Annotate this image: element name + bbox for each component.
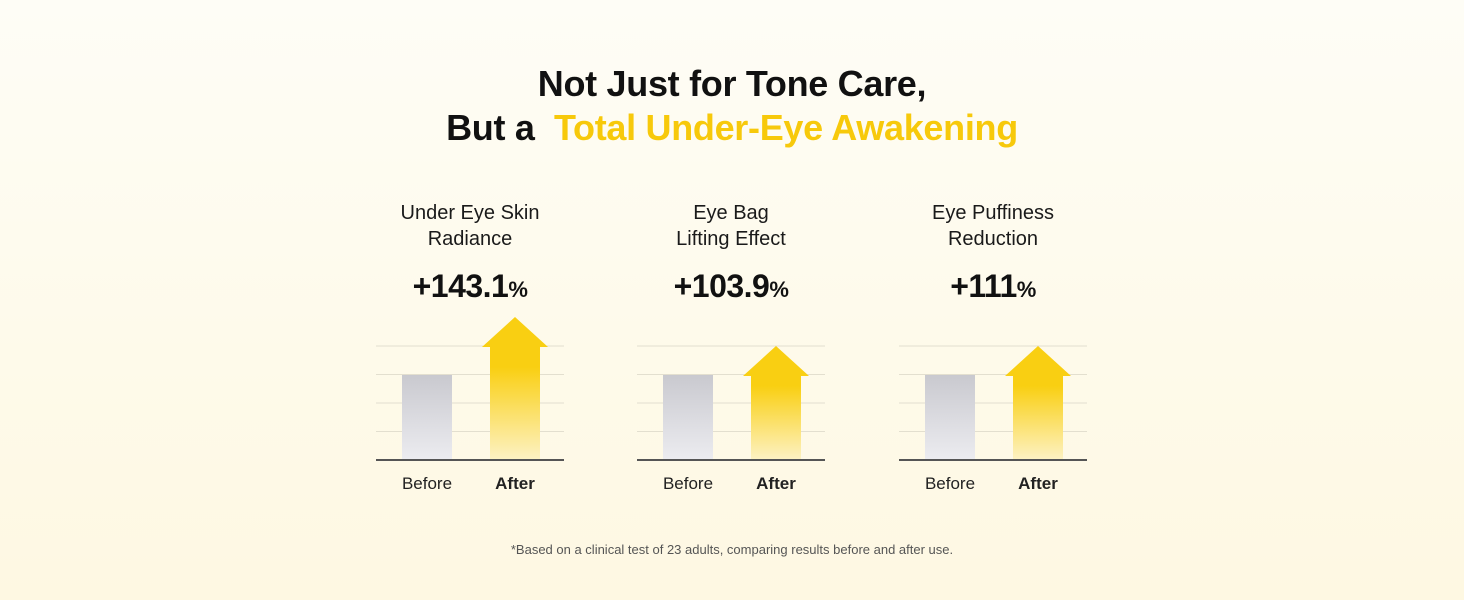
panel-title-line-2: Lifting Effect [676, 228, 786, 250]
footnote: *Based on a clinical test of 23 adults, … [510, 542, 954, 557]
x-tick-label-before: Before [402, 474, 452, 493]
panel-title: Eye Puffiness Reduction [863, 200, 1123, 252]
bar-after-arrow [482, 317, 548, 460]
panel-title-line-1: Eye Bag [693, 202, 769, 224]
bar-after-arrow [1005, 346, 1071, 460]
panel-value-unit: % [508, 277, 528, 302]
panel-value: +143.1% [340, 268, 600, 308]
panel-radiance: Under Eye Skin Radiance +143.1% Before Af… [340, 200, 600, 493]
bar-before [402, 375, 452, 460]
panel-value-unit: % [769, 277, 789, 302]
headline-line-1: Not Just for Tone Care, [537, 63, 927, 104]
x-tick-label-before: Before [925, 474, 975, 493]
x-tick-label-before: Before [663, 474, 713, 493]
panel-title-line-2: Reduction [947, 228, 1039, 250]
headline-line-2-accent: Total Under-Eye Awakening [553, 107, 1018, 148]
panel-value-number: +111 [950, 268, 1017, 304]
panel-value-number: +103.9 [673, 268, 770, 304]
bar-after-arrow [743, 346, 809, 460]
bar-chart-radiance: Before After [376, 317, 564, 493]
panel-value-unit: % [1016, 277, 1037, 302]
panel-title-line-2: Radiance [427, 228, 513, 250]
bar-chart-lifting: Before After [637, 345, 825, 493]
panel-title: Under Eye Skin Radiance [340, 200, 600, 252]
bar-before [925, 375, 975, 460]
x-tick-label-after: After [756, 474, 796, 493]
panel-value: +111% [863, 268, 1123, 308]
x-tick-label-after: After [495, 474, 535, 493]
panel-puffiness: Eye Puffiness Reduction +111% Before Afte… [863, 200, 1123, 493]
headline: Not Just for Tone Care, But a Total Unde… [0, 62, 1464, 150]
panel-title-line-1: Eye Puffiness [932, 202, 1054, 224]
x-tick-label-after: After [1018, 474, 1058, 493]
headline-line-2-prefix: But a [446, 107, 535, 148]
headline-line-2: But a Total Under-Eye Awakening [0, 106, 1464, 150]
panel-lifting: Eye Bag Lifting Effect +103.9% Before Aft… [601, 200, 861, 493]
bar-before [663, 375, 713, 460]
panel-title-line-1: Under Eye Skin [400, 202, 540, 224]
panel-title: Eye Bag Lifting Effect [601, 200, 861, 252]
panel-value-number: +143.1 [412, 268, 509, 304]
panel-value: +103.9% [601, 268, 861, 308]
bar-chart-puffiness: Before After [899, 345, 1087, 493]
